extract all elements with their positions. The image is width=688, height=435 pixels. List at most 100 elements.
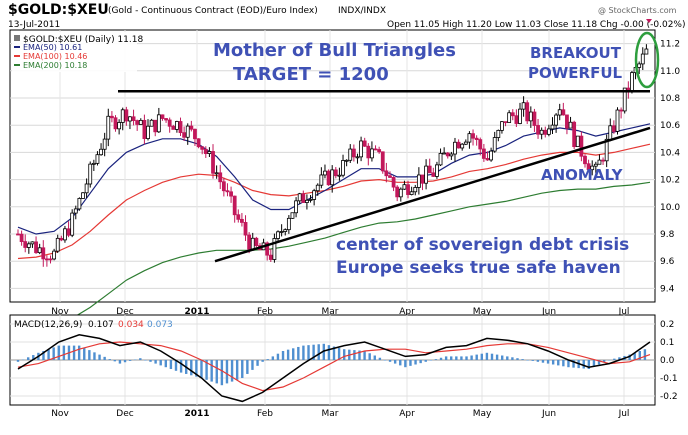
candle-body [395,186,400,198]
candle-body [193,128,197,140]
candle-body [557,109,562,116]
macd-y-tick-label: 0.0 [660,356,675,366]
macd-hist-bar [154,360,157,364]
macd-y-tick-label: 0.2 [660,320,674,330]
price-x-axis: Nov Dec 2011 Feb Mar Apr May Jun Jul [51,307,629,317]
macd-hist-bar [292,348,295,360]
macd-hist-bar [506,356,509,360]
candle-body [398,188,403,198]
candle-body [26,243,31,248]
candle-body [102,138,107,150]
candle-body [44,258,49,261]
macd-hist-bar [582,360,585,369]
candle-body [514,115,519,124]
candle-body [485,158,490,161]
price-y-tick-label: 10.4 [660,148,680,158]
candle-body [536,125,540,135]
macd-hist-bar [98,354,101,360]
macd-hist-bar [21,359,25,361]
candle-body [373,148,378,151]
macd-hist-bar [179,360,183,373]
candle-body [156,114,161,133]
macd-hist-bar [251,360,254,370]
macd-hist-bar [500,355,504,360]
candle-body [543,129,548,135]
macd-hist-bar [613,358,616,360]
candle-body [84,183,89,194]
symbol-description: (Gold - Continuous Contract (EOD)/Euro I… [108,6,318,16]
price-y-tick-label: 10.8 [660,94,680,104]
macd-hist-bar [414,360,417,365]
candle-body [359,140,363,158]
macd-y-tick-label: -0.2 [660,392,678,402]
price-y-tick-label: 10.2 [660,176,680,186]
candle-body [128,116,132,122]
macd-hist-bar [516,358,519,360]
candle-body [507,112,512,123]
candle-body [63,228,67,241]
candle-body [424,165,428,184]
candle-body [496,129,501,138]
candle-body [561,109,566,116]
candle-body [474,137,479,141]
candle-body [380,151,385,172]
candle-body [48,258,53,261]
macd-hist-bar [32,355,35,360]
candle-body [171,125,176,130]
candle-body [16,233,20,236]
candle-body [73,208,78,214]
price-y-tick-label: 9.8 [660,230,675,240]
macd-hist-bar [139,358,142,360]
candle-body [319,174,324,186]
macd-hist-bar [460,356,463,360]
macd-hist-bar [353,350,356,360]
price-x-tick-label: Nov [51,307,69,317]
macd-hist-bar [302,345,305,360]
candle-body [323,170,327,176]
candle-body [604,138,609,162]
macd-hist-bar [195,360,198,377]
macd-hist-bar [26,357,30,360]
candle-body [240,218,244,223]
price-x-tick-label: Mar [322,307,339,317]
candle-body [30,241,35,245]
candle-body [95,154,100,164]
candle-body [175,121,179,130]
price-x-tick-label: Apr [399,307,415,317]
candle-body [243,222,248,236]
candle-body [254,237,259,246]
macd-hist-bar [424,360,427,362]
candle-body [348,148,353,161]
chg-down-triangle [646,19,652,23]
candle-body [489,150,493,161]
candle-body [185,125,190,138]
macd-hist-bar [261,360,264,362]
macd-hist-bar [246,360,249,374]
candle-body [442,152,447,155]
candle-body [315,184,320,192]
macd-hist-bar [465,356,468,360]
macd-hist-bar [281,351,285,360]
macd-hist-bar [475,354,478,360]
candle-body [640,53,645,65]
candle-body [510,112,515,117]
macd-hist-bar [225,360,229,384]
candle-body [66,228,71,236]
candle-body [330,169,335,186]
candle-body [283,229,288,232]
macd-hist-bar [562,360,565,367]
candle-body [467,133,472,143]
macd-hist-bar [83,347,86,360]
symbol-title: $GOLD:$XEU [8,2,109,18]
candle-body [41,247,46,260]
candle-body [445,152,450,157]
candle-body [583,155,587,165]
candle-body [586,163,591,171]
macd-hist-bar [134,359,137,361]
annotation-target: TARGET = 1200 [233,64,389,85]
candle-body [214,172,219,175]
candle-body [478,139,483,150]
macd-hist-bar [123,360,127,363]
legend-swatch-price [14,35,20,41]
candle-body [406,184,410,195]
